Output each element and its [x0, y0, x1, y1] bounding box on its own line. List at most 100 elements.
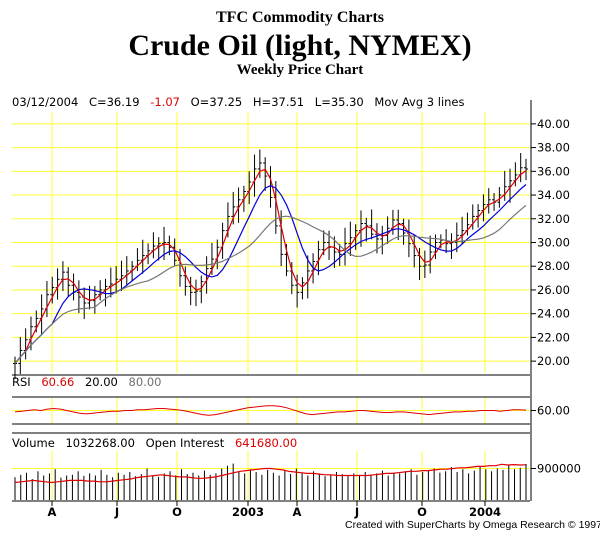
price-bar	[390, 209, 395, 235]
price-bar	[508, 168, 513, 203]
price-bar	[295, 274, 300, 308]
price-bar	[252, 154, 257, 197]
price-bar	[60, 261, 65, 292]
x-tick-label-3: 2003	[232, 505, 264, 519]
quote-high: H=37.51	[252, 95, 305, 109]
open-interest-line	[14, 463, 527, 484]
price-bar	[300, 277, 305, 300]
price-bar	[343, 227, 348, 266]
rsi-row: RSI 60.66 20.00 80.00	[12, 375, 168, 389]
price-tick-label-3: 26.00	[537, 283, 570, 297]
price-bar	[289, 262, 294, 295]
volume-label: Volume	[12, 436, 55, 450]
price-bar	[486, 188, 491, 214]
x-tick-label-5: J	[354, 505, 359, 519]
price-bars	[13, 149, 528, 380]
quote-row: 03/12/2004 C=36.19 -1.07 O=37.25 H=37.51…	[12, 95, 472, 109]
price-tick-label-10: 40.00	[537, 117, 570, 131]
price-tick-label-1: 22.00	[537, 330, 570, 344]
x-tick-label-0: A	[48, 505, 57, 519]
x-tick-label-7: 2004	[469, 505, 501, 519]
volume-value: 1032268.00	[65, 436, 135, 450]
price-bar	[422, 250, 427, 278]
price-bar	[151, 232, 156, 259]
price-bar	[119, 260, 124, 292]
x-tick-label-4: A	[293, 505, 302, 519]
rsi-label: RSI	[12, 375, 31, 389]
price-tick-label-2: 24.00	[537, 307, 570, 321]
quote-open: O=37.25	[190, 95, 243, 109]
quote-change: -1.07	[150, 95, 180, 109]
price-bar	[263, 157, 268, 191]
volume-bars	[14, 463, 527, 500]
volume-tick-label-0: 900000	[537, 462, 581, 476]
price-bar	[428, 235, 433, 274]
x-tick-label-1: J	[114, 505, 119, 519]
price-bar	[140, 239, 145, 274]
price-bar	[124, 256, 129, 286]
price-bar	[337, 243, 342, 266]
volume-row: Volume 1032268.00 Open Interest 641680.0…	[12, 436, 304, 450]
price-bar	[44, 281, 49, 318]
price-bar	[183, 266, 188, 296]
price-tick-label-6: 32.00	[537, 212, 570, 226]
price-bar	[156, 237, 161, 261]
price-bar	[369, 209, 374, 240]
price-bar	[449, 233, 454, 259]
price-tick-label-5: 30.00	[537, 236, 570, 250]
quote-low: L=35.30	[314, 95, 364, 109]
price-tick-label-9: 38.00	[537, 141, 570, 155]
price-bar	[406, 219, 411, 258]
quote-date: 03/12/2004	[12, 95, 79, 109]
chart-subtitle: Weekly Price Chart	[236, 62, 364, 78]
quote-indicator: Mov Avg 3 lines	[374, 95, 465, 109]
price-bar	[257, 149, 262, 178]
price-bar	[199, 275, 204, 304]
price-bar	[50, 276, 55, 304]
panel-frames	[12, 100, 532, 502]
price-bar	[524, 158, 528, 181]
price-bar	[476, 204, 481, 228]
price-bar	[18, 336, 23, 374]
grid-lines	[12, 112, 530, 502]
price-bar	[497, 187, 502, 208]
oi-value: 641680.00	[234, 436, 298, 450]
price-bar	[401, 218, 406, 245]
price-bar	[412, 234, 417, 268]
price-bar	[76, 280, 81, 313]
price-bar	[193, 279, 198, 307]
rsi-value: 60.66	[41, 375, 75, 389]
chart-credit: Created with SuperCharts by Omega Resear…	[345, 519, 600, 531]
price-bar	[55, 268, 60, 300]
price-bar	[374, 223, 379, 254]
price-bar	[66, 267, 71, 297]
x-tick-label-6: O	[417, 505, 427, 519]
price-bar	[385, 216, 390, 244]
price-bar	[71, 273, 76, 301]
rsi-lower: 80.00	[128, 375, 162, 389]
price-bar	[454, 222, 459, 253]
moving-average-fast-line	[14, 168, 527, 364]
price-bar	[364, 217, 369, 242]
price-bar	[236, 187, 241, 223]
price-tick-label-7: 34.00	[537, 188, 570, 202]
price-bar	[178, 248, 183, 287]
price-bar	[172, 238, 177, 267]
moving-average-mid-line	[14, 184, 527, 364]
price-bar	[380, 225, 385, 255]
price-bar	[348, 221, 353, 256]
price-bar	[518, 153, 523, 183]
price-bar	[460, 216, 465, 244]
x-tick-label-2: O	[172, 505, 182, 519]
rsi-tick-label-0: 60.00	[537, 404, 570, 418]
price-bar	[82, 287, 87, 320]
price-tick-label-4: 28.00	[537, 259, 570, 273]
price-bar	[114, 266, 119, 294]
chart-title: Crude Oil (light, NYMEX)	[128, 29, 472, 62]
rsi-upper: 20.00	[84, 375, 118, 389]
price-tick-label-8: 36.00	[537, 164, 570, 178]
chart-source: TFC Commodity Charts	[216, 9, 384, 26]
rsi-line	[14, 405, 527, 416]
price-bar	[23, 328, 28, 360]
